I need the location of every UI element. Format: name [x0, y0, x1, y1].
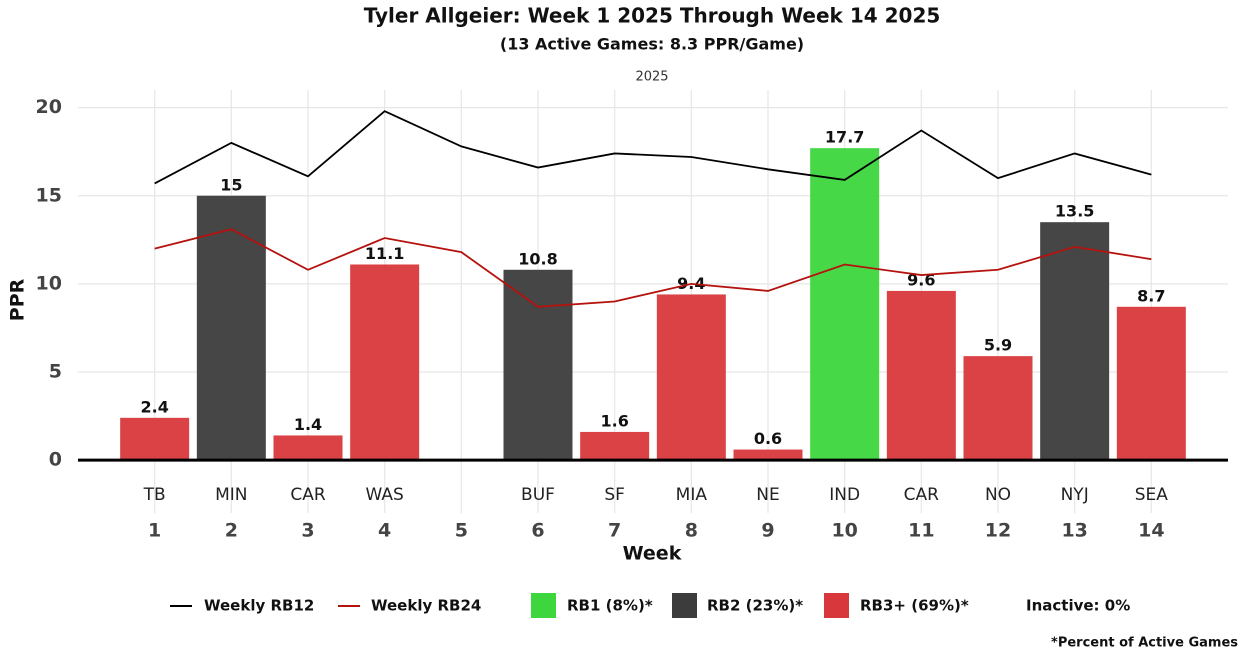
y-axis-label: PPR: [7, 278, 29, 321]
opponent-label: SEA: [1135, 485, 1169, 505]
line-series: [154, 110, 1152, 185]
x-tick-label: 10: [831, 520, 857, 542]
x-tick-label: 4: [378, 520, 391, 542]
bar: [886, 290, 956, 461]
y-tick-label: 10: [36, 272, 62, 294]
bar: [196, 195, 266, 461]
value-label: 0.6: [754, 429, 782, 448]
bar: [733, 449, 803, 461]
x-tick-label: 12: [985, 520, 1011, 542]
bar: [350, 264, 420, 461]
x-tick-label: 8: [685, 520, 698, 542]
y-tick-label: 0: [49, 449, 62, 471]
footnote: *Percent of Active Games: [1051, 636, 1238, 651]
x-tick-label: 3: [301, 520, 314, 542]
legend-label: RB1 (8%)*: [567, 597, 653, 615]
x-axis-label: Week: [623, 543, 682, 565]
opponent-label: CAR: [290, 485, 325, 505]
y-tick-label: 15: [36, 184, 62, 206]
opponent-label: CAR: [904, 485, 939, 505]
value-label: 1.4: [294, 415, 322, 434]
opponent-label: MIA: [676, 485, 708, 505]
bar: [580, 431, 650, 461]
opponent-label: NO: [985, 485, 1011, 505]
opponent-label: BUF: [521, 485, 555, 505]
opponent-label: IND: [829, 485, 860, 505]
inactive-label: Inactive: 0%: [1026, 597, 1130, 615]
opponent-label: NYJ: [1061, 485, 1089, 505]
value-label: 8.7: [1137, 286, 1165, 305]
x-tick-label: 11: [908, 520, 934, 542]
value-label: 10.8: [518, 249, 557, 268]
bar: [273, 435, 343, 461]
legend-label: Weekly RB24: [371, 597, 481, 615]
value-label: 5.9: [984, 336, 1012, 355]
x-tick-label: 1: [148, 520, 161, 542]
value-label: 17.7: [825, 128, 864, 147]
legend-label: RB2 (23%)*: [707, 597, 803, 615]
bar: [963, 356, 1033, 461]
x-tick-label: 7: [608, 520, 621, 542]
y-tick-label: 5: [49, 361, 62, 383]
bar: [120, 417, 190, 461]
opponent-label: NE: [756, 485, 779, 505]
opponent-label: MIN: [215, 485, 247, 505]
opponent-label: WAS: [366, 485, 404, 505]
value-label: 2.4: [140, 397, 168, 416]
legend-swatch: [531, 593, 556, 618]
legend-label: Weekly RB12: [204, 597, 314, 615]
legend-swatch: [672, 593, 697, 618]
x-tick-label: 2: [225, 520, 238, 542]
line-series: [154, 228, 1152, 308]
chart-subtitle: (13 Active Games: 8.3 PPR/Game): [500, 35, 804, 54]
legend-swatch: [824, 593, 849, 618]
x-tick-label: 6: [531, 520, 544, 542]
opponent-label: SF: [604, 485, 625, 505]
y-tick-label: 20: [36, 96, 62, 118]
value-label: 1.6: [600, 411, 628, 430]
legend-label: RB3+ (69%)*: [860, 597, 969, 615]
opponent-label: TB: [143, 485, 166, 505]
facet-label: 2025: [635, 70, 668, 85]
bar: [810, 148, 880, 461]
bar: [503, 269, 573, 461]
x-tick-label: 5: [455, 520, 468, 542]
chart-title: Tyler Allgeier: Week 1 2025 Through Week…: [364, 4, 941, 28]
bar: [656, 294, 726, 461]
x-tick-label: 14: [1138, 520, 1164, 542]
bar: [1116, 306, 1186, 461]
x-tick-label: 9: [761, 520, 774, 542]
value-label: 11.1: [365, 244, 404, 263]
x-tick-label: 13: [1061, 520, 1087, 542]
value-label: 13.5: [1055, 202, 1094, 221]
bar: [1040, 222, 1110, 461]
value-label: 15: [220, 175, 242, 194]
